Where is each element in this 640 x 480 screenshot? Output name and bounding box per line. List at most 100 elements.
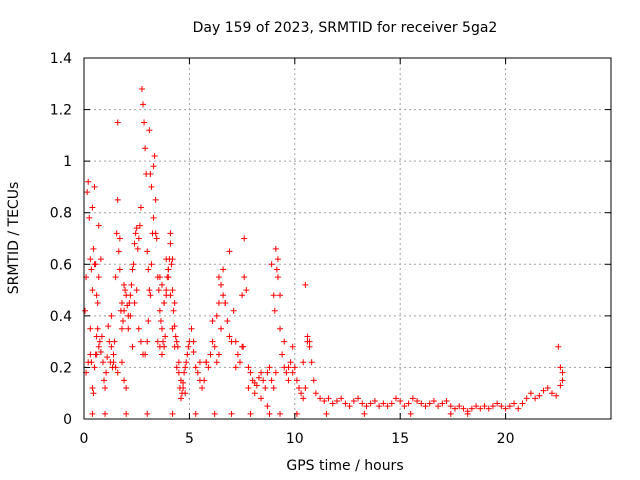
- data-point: [262, 385, 269, 392]
- data-point: [245, 385, 252, 392]
- data-point: [435, 403, 442, 410]
- data-point: [253, 382, 260, 389]
- data-point: [536, 392, 543, 399]
- data-point: [99, 359, 106, 366]
- data-point: [175, 359, 182, 366]
- x-tick-label: 20: [497, 431, 515, 447]
- data-point: [133, 287, 140, 294]
- data-point: [135, 235, 142, 242]
- data-point: [559, 369, 566, 376]
- data-point: [192, 410, 199, 417]
- data-point: [481, 403, 488, 410]
- data-point: [102, 385, 109, 392]
- data-point: [426, 400, 433, 407]
- data-point: [243, 287, 250, 294]
- x-axis-label: GPS time / hours: [286, 458, 403, 474]
- data-point: [338, 395, 345, 402]
- data-point: [148, 183, 155, 190]
- data-point: [167, 230, 174, 237]
- data-point: [93, 292, 100, 299]
- data-point: [291, 364, 298, 371]
- data-point: [177, 377, 184, 384]
- data-point: [232, 364, 239, 371]
- data-point: [105, 323, 112, 330]
- data-point: [122, 287, 129, 294]
- data-point: [485, 405, 492, 412]
- data-point: [84, 189, 91, 196]
- data-point: [277, 292, 284, 299]
- data-point: [180, 385, 187, 392]
- data-point: [168, 261, 175, 268]
- data-point: [218, 325, 225, 332]
- data-point: [306, 343, 313, 350]
- data-point: [213, 312, 220, 319]
- data-point: [260, 377, 267, 384]
- data-point: [138, 85, 145, 92]
- data-point: [129, 266, 136, 273]
- data-point: [175, 369, 182, 376]
- data-point: [270, 292, 277, 299]
- data-point: [89, 385, 96, 392]
- data-point: [502, 405, 509, 412]
- data-point: [102, 410, 109, 417]
- x-tick-label: 10: [286, 431, 304, 447]
- data-point: [158, 281, 165, 288]
- data-point: [156, 343, 163, 350]
- data-point: [129, 343, 136, 350]
- data-point: [88, 359, 95, 366]
- data-point: [405, 400, 412, 407]
- data-point: [89, 204, 96, 211]
- data-point: [247, 369, 254, 376]
- data-point: [359, 400, 366, 407]
- data-point: [184, 351, 191, 358]
- x-tick-label: 5: [185, 431, 194, 447]
- data-point: [422, 403, 429, 410]
- data-point: [123, 410, 130, 417]
- data-point: [150, 214, 157, 221]
- data-point: [86, 214, 93, 221]
- y-tick-label: 1.2: [50, 103, 72, 119]
- data-point: [89, 287, 96, 294]
- data-point: [87, 256, 94, 263]
- data-point: [312, 390, 319, 397]
- y-tick-label: 1.4: [50, 51, 72, 67]
- data-point: [388, 400, 395, 407]
- data-point: [376, 403, 383, 410]
- data-point: [559, 377, 566, 384]
- plot-frame: [83, 57, 612, 420]
- data-point: [361, 410, 368, 417]
- data-point: [137, 204, 144, 211]
- data-point: [123, 385, 130, 392]
- data-point: [468, 405, 475, 412]
- data-point: [407, 410, 414, 417]
- data-point: [156, 274, 163, 281]
- data-point: [192, 364, 199, 371]
- x-tick-label: 15: [391, 431, 409, 447]
- y-tick-label: 0.4: [50, 309, 72, 325]
- data-point: [110, 359, 117, 366]
- data-point: [114, 196, 121, 203]
- data-point: [145, 266, 152, 273]
- axis-tick-labels: 0 5 10 15 20 0 0.2 0.4 0.6 0.8 1 1.2 1.4: [50, 51, 515, 447]
- data-point: [218, 281, 225, 288]
- data-point: [113, 230, 120, 237]
- data-point: [199, 385, 206, 392]
- data-point: [148, 261, 155, 268]
- data-point: [146, 127, 153, 134]
- data-point: [133, 225, 140, 232]
- data-point: [140, 351, 147, 358]
- data-point: [414, 397, 421, 404]
- data-point: [119, 318, 126, 325]
- data-point: [196, 359, 203, 366]
- data-point: [127, 292, 134, 299]
- data-point: [169, 410, 176, 417]
- data-point: [144, 338, 151, 345]
- data-point: [141, 119, 148, 126]
- chart-title: Day 159 of 2023, SRMTID for receiver 5ga…: [193, 20, 498, 36]
- data-point: [511, 400, 518, 407]
- data-point: [281, 338, 288, 345]
- data-point: [255, 374, 262, 381]
- data-point: [289, 369, 296, 376]
- data-point: [203, 359, 210, 366]
- x-tick-label: 0: [80, 431, 89, 447]
